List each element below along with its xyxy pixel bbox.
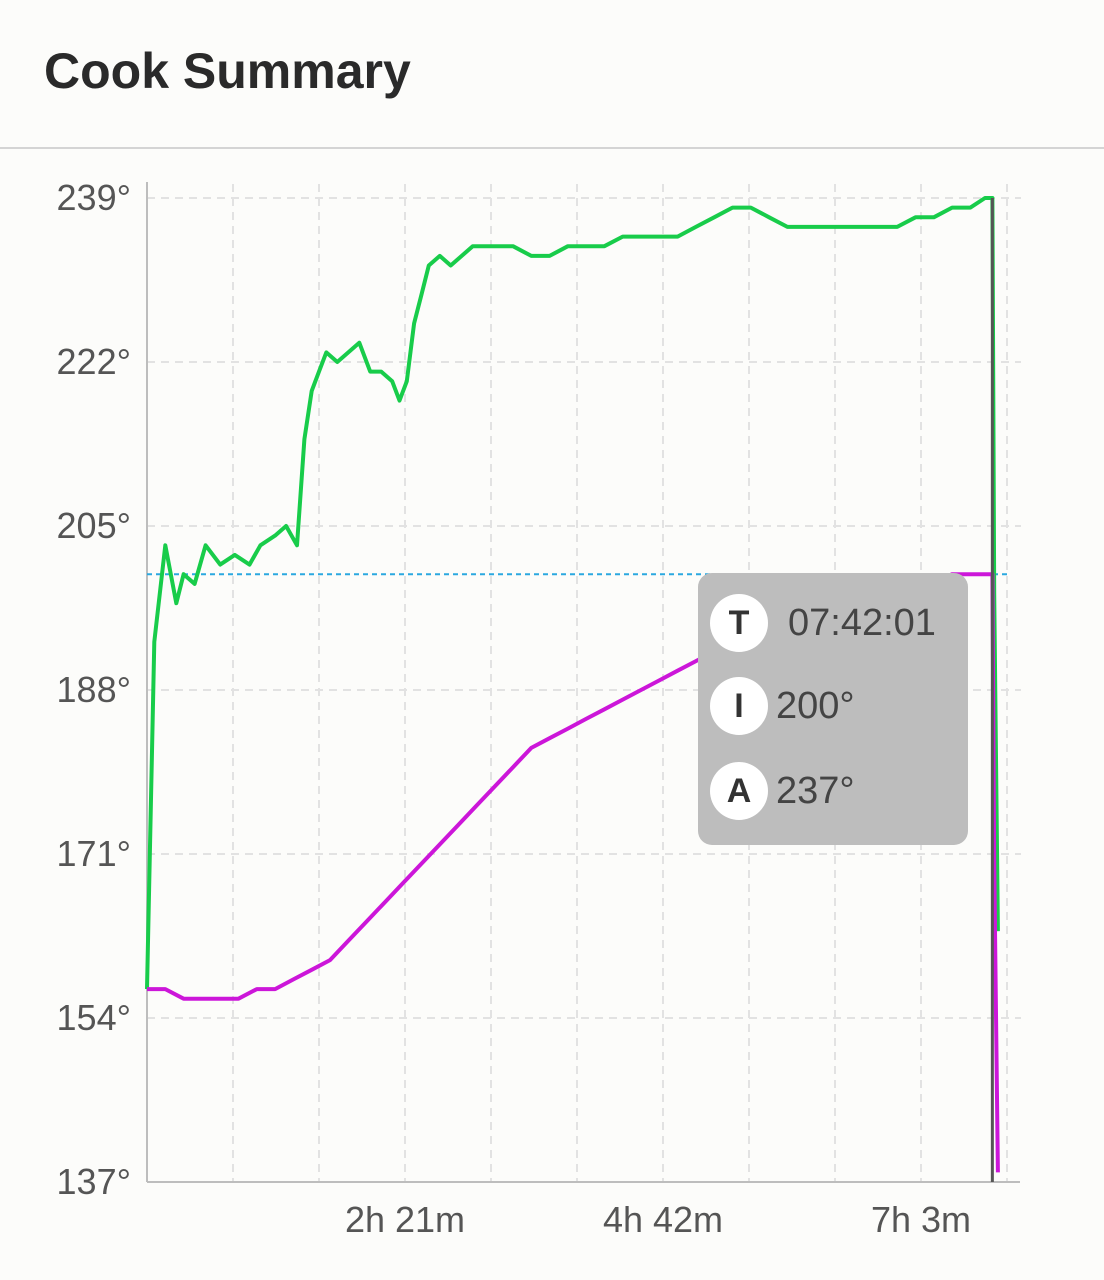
ambient-temperature-line — [145, 196, 1000, 990]
tooltip-time-value: 07:42:01 — [788, 601, 936, 644]
x-tick-label: 7h 3m — [871, 1199, 971, 1240]
time-icon: T — [710, 594, 768, 652]
tooltip-internal-value: 200° — [776, 684, 855, 727]
y-tick-label: 154° — [57, 997, 131, 1038]
app-header: Cook Summary — [0, 0, 1104, 149]
tooltip-internal-row: I 200° — [710, 677, 855, 735]
chart-tooltip: T 07:42:01 I 200° A 237° — [698, 573, 968, 845]
tooltip-ambient-value: 237° — [776, 769, 855, 812]
page-title: Cook Summary — [44, 43, 411, 99]
y-tick-label: 137° — [57, 1161, 131, 1202]
x-tick-label: 2h 21m — [345, 1199, 465, 1240]
y-tick-label: 171° — [57, 833, 131, 874]
internal-probe-icon: I — [710, 677, 768, 735]
tooltip-ambient-row: A 237° — [710, 762, 855, 820]
ambient-probe-icon: A — [710, 762, 768, 820]
y-tick-label: 239° — [57, 177, 131, 218]
x-tick-label: 4h 42m — [603, 1199, 723, 1240]
tooltip-time-row: T 07:42:01 — [710, 594, 936, 652]
y-tick-label: 188° — [57, 669, 131, 710]
y-tick-label: 222° — [57, 341, 131, 382]
y-tick-label: 205° — [57, 505, 131, 546]
